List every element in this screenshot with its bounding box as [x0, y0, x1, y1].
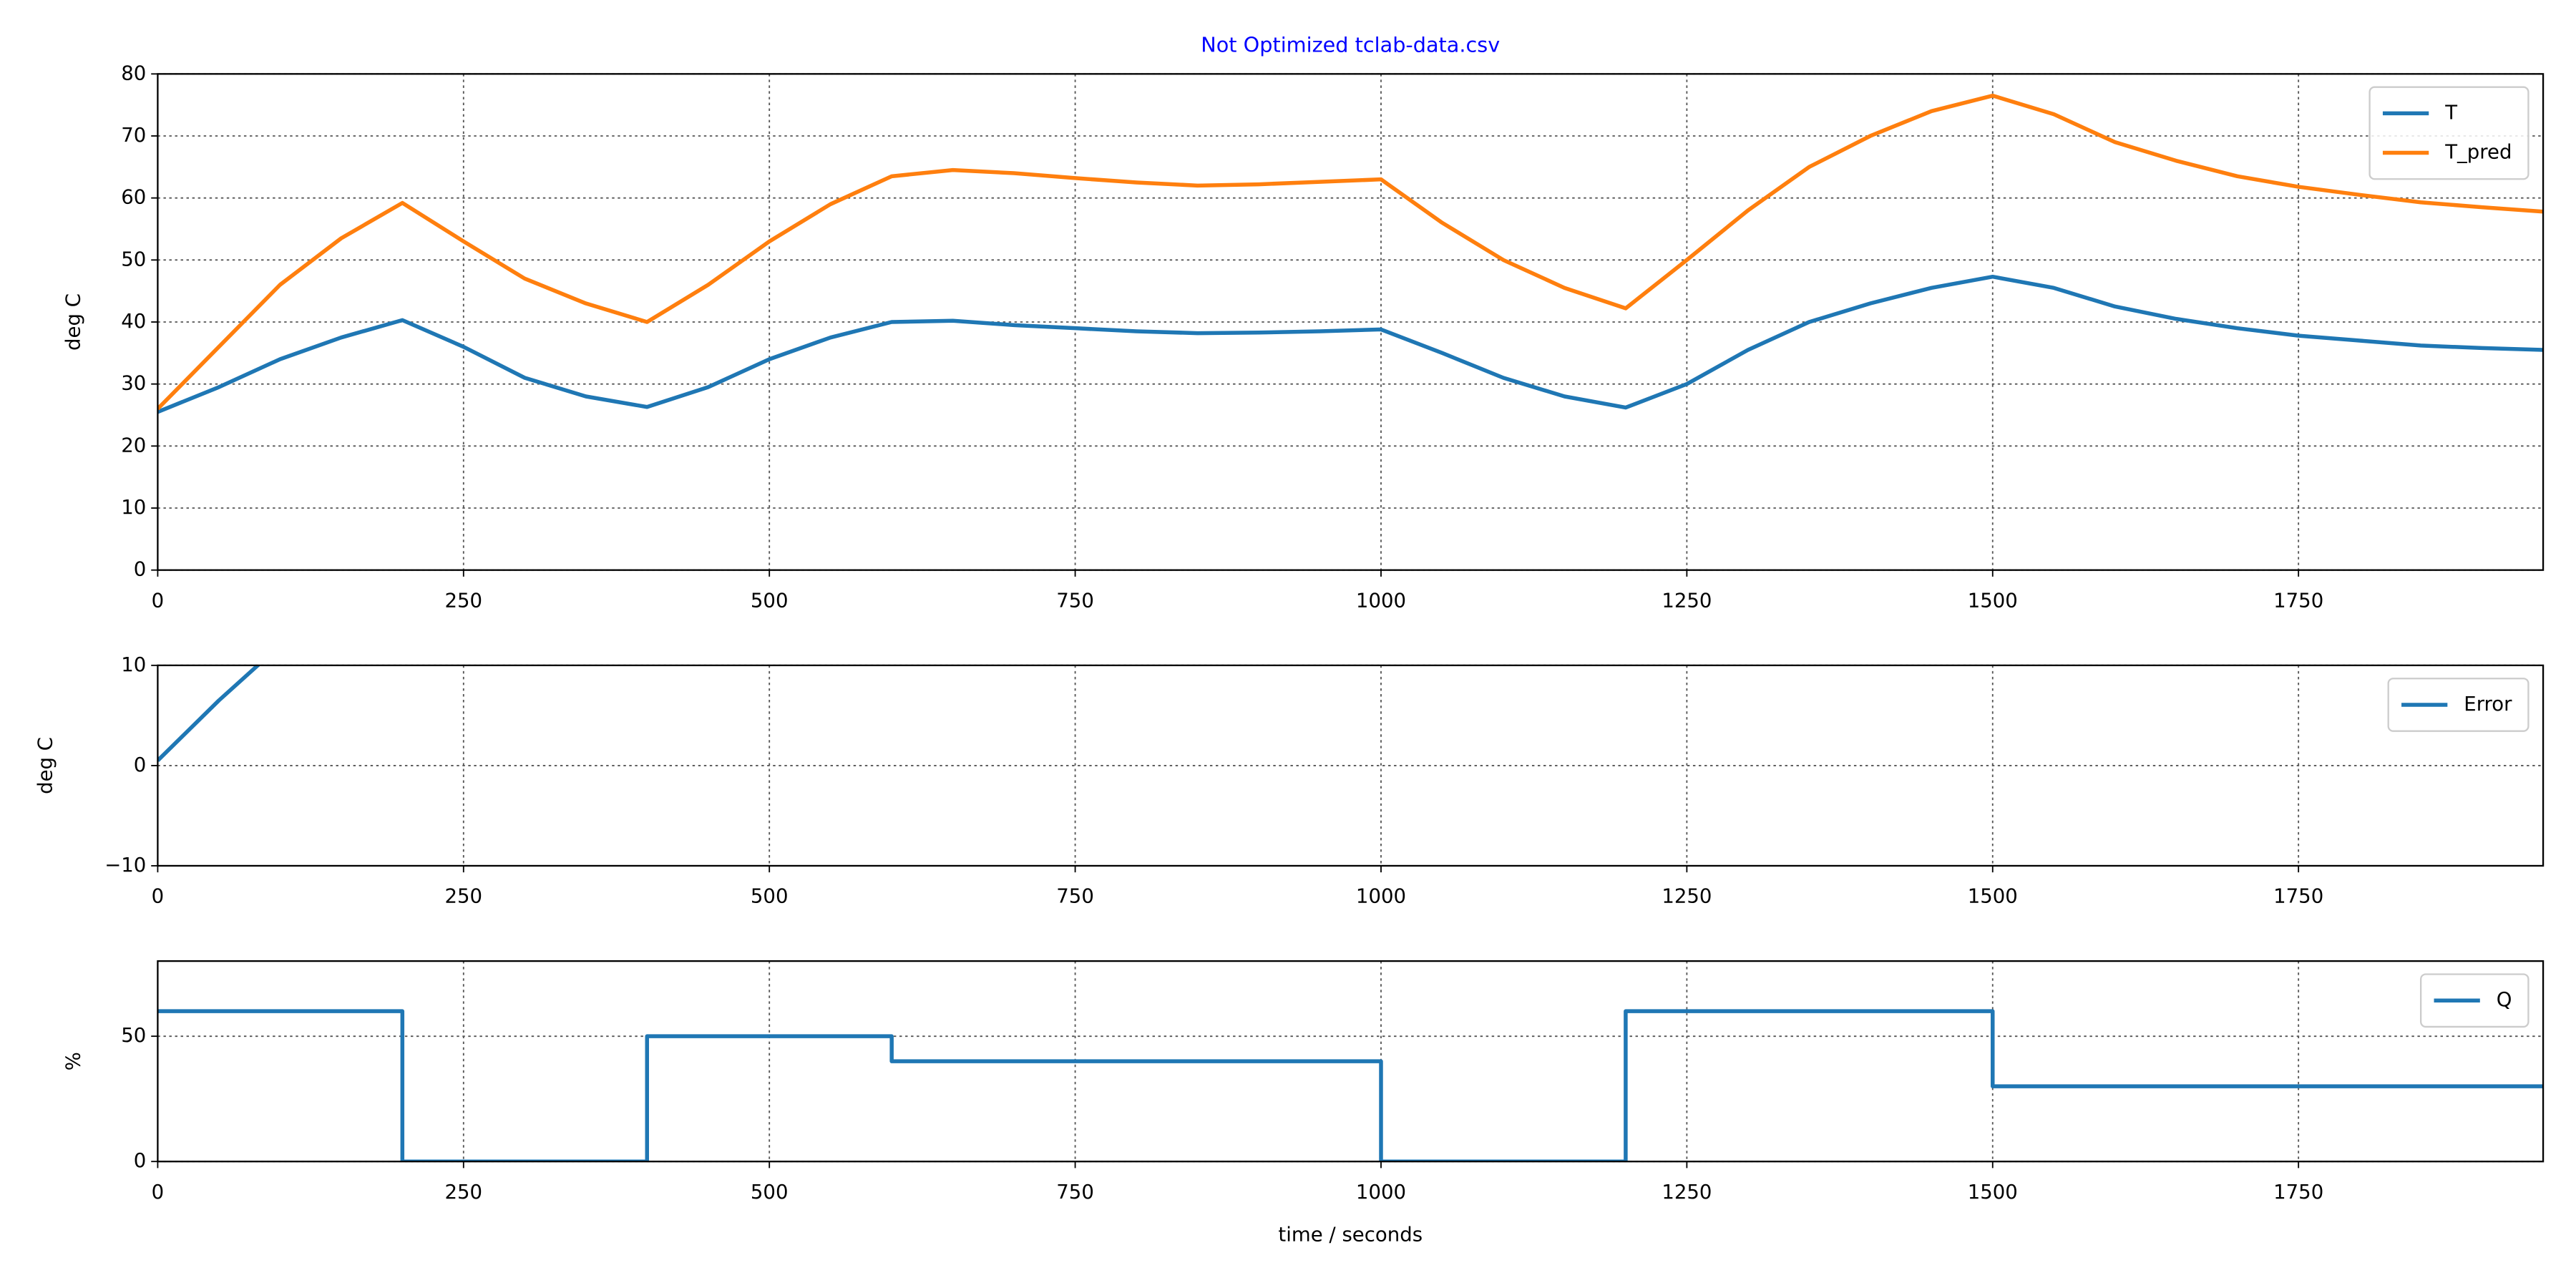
y-axis-label: deg C — [62, 293, 84, 351]
x-tick-label: 0 — [152, 1181, 165, 1204]
y-axis-label: deg C — [34, 737, 57, 794]
y-tick-label: 60 — [121, 186, 146, 209]
y-tick-label: 30 — [121, 372, 146, 395]
y-tick-label: 50 — [121, 248, 146, 270]
x-tick-label: 0 — [152, 589, 165, 612]
x-tick-label: 500 — [751, 885, 789, 908]
y-tick-label: 50 — [121, 1024, 146, 1047]
x-tick-label: 1250 — [1662, 589, 1712, 612]
x-tick-label: 1750 — [2273, 1181, 2323, 1204]
x-tick-label: 1500 — [1968, 589, 2018, 612]
y-tick-label: −10 — [104, 854, 146, 877]
y-tick-label: 70 — [121, 124, 146, 147]
data-line — [157, 1009, 2544, 1162]
x-tick-label: 750 — [1056, 589, 1094, 612]
x-tick-label: 1750 — [2273, 589, 2323, 612]
axes-frame — [157, 73, 2545, 571]
y-tick-label: 0 — [134, 558, 147, 581]
legend-label: T — [2444, 101, 2457, 124]
x-tick-label: 250 — [445, 589, 483, 612]
legend-label: Error — [2464, 693, 2512, 716]
x-tick-label: 500 — [751, 589, 789, 612]
y-axis-label: % — [62, 1052, 84, 1070]
axes-frame — [157, 664, 2545, 867]
x-tick-label: 1000 — [1356, 885, 1406, 908]
legend-label: T_pred — [2444, 141, 2512, 164]
x-tick-label: 1250 — [1662, 1181, 1712, 1204]
x-tick-label: 1750 — [2273, 885, 2323, 908]
y-tick-label: 0 — [134, 753, 147, 776]
x-tick-label: 0 — [152, 885, 165, 908]
y-tick-label: 10 — [121, 653, 146, 676]
y-tick-label: 40 — [121, 310, 146, 333]
legend: Error — [2387, 678, 2529, 732]
x-tick-label: 1500 — [1968, 885, 2018, 908]
plot-area — [157, 1009, 2544, 1162]
x-tick-label: 250 — [445, 1181, 483, 1204]
chart-title: Not Optimized tclab-data.csv — [1201, 32, 1500, 57]
x-tick-label: 750 — [1056, 885, 1094, 908]
x-tick-label: 1000 — [1356, 1181, 1406, 1204]
plot-area — [157, 93, 2544, 414]
y-tick-label: 10 — [121, 496, 146, 519]
y-tick-label: 0 — [134, 1149, 147, 1172]
legend: T T_pred — [2368, 86, 2529, 180]
y-tick-label: 80 — [121, 62, 146, 84]
x-tick-label: 1000 — [1356, 589, 1406, 612]
x-axis-label: time / seconds — [1278, 1224, 1423, 1246]
legend: Q — [2420, 973, 2529, 1028]
axes-frame — [157, 960, 2545, 1163]
x-tick-label: 1250 — [1662, 885, 1712, 908]
data-line — [157, 93, 2544, 411]
x-tick-label: 500 — [751, 1181, 789, 1204]
legend-box — [2368, 86, 2529, 180]
x-tick-label: 250 — [445, 885, 483, 908]
y-tick-label: 20 — [121, 434, 146, 457]
x-tick-label: 1500 — [1968, 1181, 2018, 1204]
legend-box — [2387, 678, 2529, 732]
legend-label: Q — [2497, 988, 2512, 1011]
data-line — [157, 274, 2544, 414]
x-tick-label: 750 — [1056, 1181, 1094, 1204]
